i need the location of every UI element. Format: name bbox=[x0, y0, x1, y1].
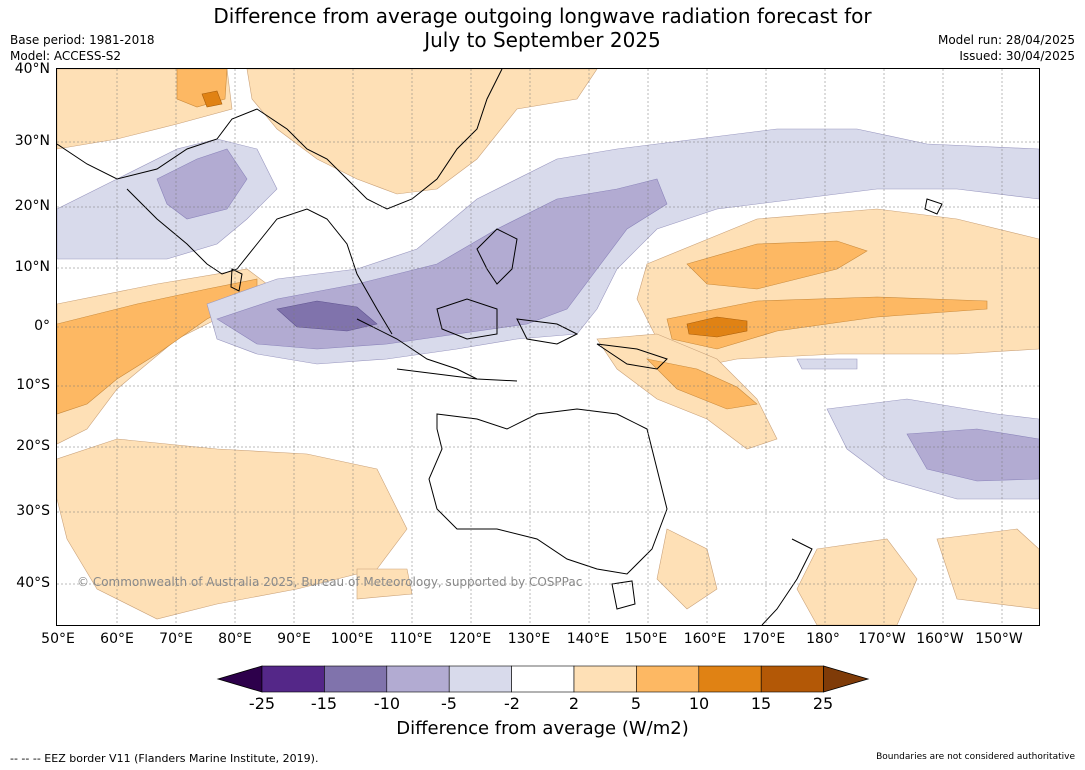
colorbar-segment bbox=[760, 665, 824, 693]
lat-label: 40°N bbox=[14, 61, 50, 77]
lon-label: 100°E bbox=[330, 631, 374, 647]
colorbar-tick: 10 bbox=[688, 694, 710, 713]
lon-label: 170°E bbox=[742, 631, 786, 647]
lon-label: 70°E bbox=[159, 631, 193, 647]
colorbar-segment bbox=[636, 665, 700, 693]
colorbar-tick: -15 bbox=[310, 694, 338, 713]
colorbar-segment bbox=[573, 665, 637, 693]
meta-left: Base period: 1981-2018 Model: ACCESS-S2 bbox=[10, 32, 155, 64]
coastlines bbox=[57, 69, 943, 625]
colorbar-under-triangle bbox=[216, 665, 263, 693]
map-canvas bbox=[57, 69, 1039, 625]
colorbar-segment bbox=[386, 665, 450, 693]
disclaimer: Boundaries are not considered authoritat… bbox=[876, 752, 1075, 762]
colorbar-tick: -10 bbox=[373, 694, 401, 713]
colorbar-label: Difference from average (W/m2) bbox=[396, 718, 689, 739]
lon-label: 110°E bbox=[389, 631, 433, 647]
colorbar bbox=[216, 665, 870, 693]
colorbar-over-triangle bbox=[823, 665, 870, 693]
lon-label: 180° bbox=[806, 631, 840, 647]
map-frame: © Commonwealth of Australia 2025, Bureau… bbox=[56, 68, 1040, 626]
colorbar-tick: 5 bbox=[630, 694, 642, 713]
issued-date: Issued: 30/04/2025 bbox=[959, 49, 1075, 63]
colorbar-tick: -2 bbox=[504, 694, 520, 713]
lat-label: 40°S bbox=[16, 575, 50, 591]
colorbar-tick: 2 bbox=[568, 694, 580, 713]
lat-label: 10°S bbox=[16, 377, 50, 393]
lat-label: 20°N bbox=[14, 198, 50, 214]
lon-label: 150°E bbox=[624, 631, 668, 647]
lat-label: 20°S bbox=[16, 438, 50, 454]
positive-anomaly-5-10 bbox=[57, 69, 988, 415]
model-name: Model: ACCESS-S2 bbox=[10, 49, 122, 63]
lon-label: 130°E bbox=[507, 631, 551, 647]
lon-label: 50°E bbox=[41, 631, 75, 647]
lon-label: 160°W bbox=[916, 631, 964, 647]
copyright-note: © Commonwealth of Australia 2025, Bureau… bbox=[77, 575, 583, 589]
base-period: Base period: 1981-2018 bbox=[10, 33, 155, 47]
colorbar-tick: 25 bbox=[812, 694, 834, 713]
lon-label: 120°E bbox=[448, 631, 492, 647]
eez-note: -- -- -- EEZ border V11 (Flanders Marine… bbox=[10, 752, 319, 765]
model-run: Model run: 28/04/2025 bbox=[937, 33, 1075, 47]
title-line-1: Difference from average outgoing longwav… bbox=[213, 4, 872, 28]
colorbar-segment bbox=[324, 665, 388, 693]
map-title: Difference from average outgoing longwav… bbox=[0, 4, 1085, 52]
lon-label: 60°E bbox=[100, 631, 134, 647]
lon-label: 140°E bbox=[566, 631, 610, 647]
lat-label: 30°S bbox=[16, 503, 50, 519]
lat-label: 10°N bbox=[14, 259, 50, 275]
graticule bbox=[57, 69, 1039, 625]
lon-label: 170°W bbox=[858, 631, 906, 647]
colorbar-tick: 15 bbox=[750, 694, 772, 713]
colorbar-tick: -25 bbox=[248, 694, 276, 713]
colorbar-tick: -5 bbox=[441, 694, 457, 713]
colorbar-segment bbox=[448, 665, 512, 693]
lon-label: 150°W bbox=[975, 631, 1023, 647]
lat-label: 30°N bbox=[14, 133, 50, 149]
meta-right: Model run: 28/04/2025 Issued: 30/04/2025 bbox=[938, 32, 1075, 64]
lat-label: 0° bbox=[34, 318, 50, 334]
lon-label: 90°E bbox=[277, 631, 311, 647]
colorbar-segment bbox=[511, 665, 575, 693]
title-line-2: July to September 2025 bbox=[424, 28, 661, 52]
colorbar-segment bbox=[698, 665, 762, 693]
lon-label: 80°E bbox=[218, 631, 252, 647]
colorbar-segment bbox=[261, 665, 325, 693]
lon-label: 160°E bbox=[683, 631, 727, 647]
